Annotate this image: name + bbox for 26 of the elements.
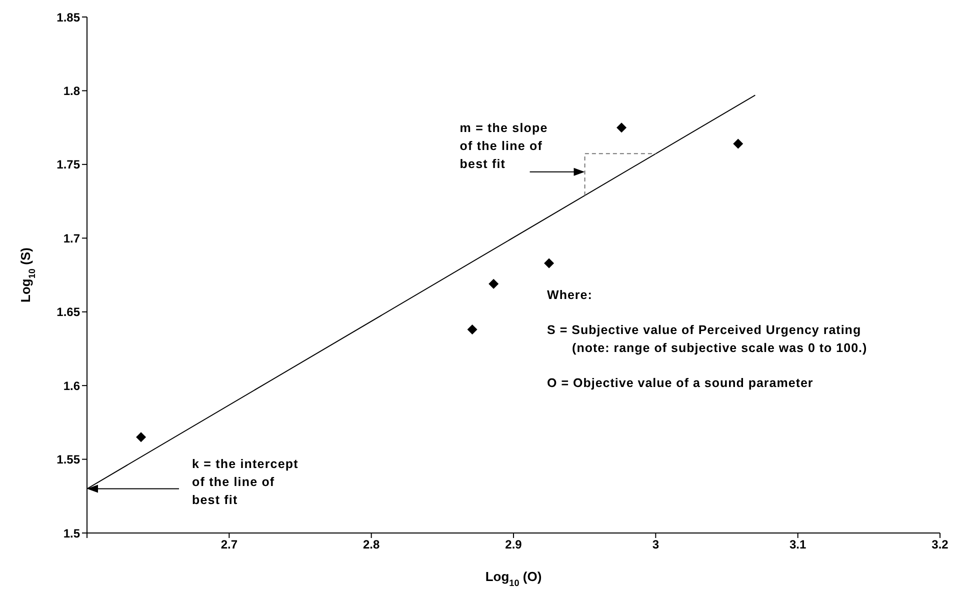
- y-tick-label: 1.85: [56, 10, 80, 24]
- y-tick-label: 1.55: [56, 452, 80, 467]
- y-tick-label: 1.8: [63, 84, 80, 98]
- x-axis-title: Log$_{10}$ (O): [485, 569, 542, 588]
- point: [544, 258, 554, 268]
- x-tick-label: 2.8: [362, 538, 380, 552]
- x-tick-label: 3.1: [789, 538, 806, 552]
- y-tick-label: 1.5: [63, 526, 80, 540]
- point: [733, 138, 744, 149]
- y-tick-label: 1.6: [63, 378, 80, 393]
- point: [616, 122, 627, 133]
- y-tick-label: 1.7: [63, 231, 80, 246]
- x-tick-label: 3.2: [932, 538, 949, 552]
- x-tick-label: 3: [652, 538, 660, 552]
- y-tick-label: 1.65: [56, 305, 80, 320]
- x-tick-label: 2.9: [505, 538, 522, 552]
- point: [467, 324, 478, 335]
- y-tick-label: 1.75: [56, 158, 80, 172]
- annotation: k = the intercept of the line of best fit: [192, 456, 299, 507]
- point: [488, 278, 499, 289]
- annotation: m = the slope of the line of best fit: [460, 120, 548, 171]
- x-tick-label: 2.7: [220, 538, 238, 552]
- annotation: S = Subjective value of Perceived Urgency rating (note: range of subjective scale was 0 to 100.): [547, 322, 868, 355]
- annotation: Where:: [547, 288, 592, 302]
- annotation: O = Objective value of a sound parameter: [547, 376, 814, 390]
- point: [136, 432, 146, 442]
